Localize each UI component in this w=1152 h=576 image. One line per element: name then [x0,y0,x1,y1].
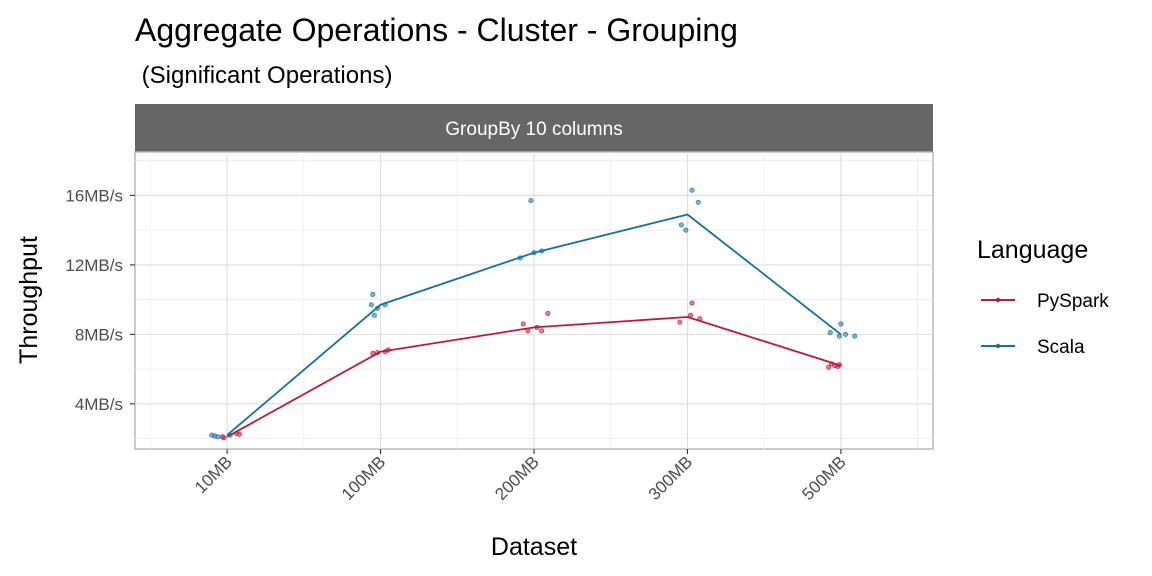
point-scala [517,255,523,261]
point-pyspark [539,328,545,334]
point-pyspark [374,350,380,356]
point-scala [528,198,534,204]
legend-label-scala: Scala [1037,337,1085,358]
point-scala [827,330,833,336]
point-pyspark [545,311,551,317]
line-pyspark [226,316,842,438]
point-scala [838,321,844,327]
y-axis-title: Throughput [15,236,43,364]
point-pyspark [826,364,832,370]
legend-key-pyspark-dot [995,297,1001,303]
x-tick-label: 100MB [338,452,390,504]
legend: Language PySpark Scala [977,236,1109,358]
point-pyspark [520,321,526,327]
x-tick-label: 300MB [645,452,697,504]
point-scala [683,227,689,233]
point-scala [215,434,221,440]
point-scala [374,305,380,311]
point-pyspark [688,312,694,318]
point-scala [370,291,376,297]
series-points [209,187,858,441]
point-scala [695,199,701,205]
point-scala [371,312,377,318]
y-tick-label: 4MB/s [75,395,123,414]
y-tick-label: 8MB/s [75,325,123,344]
point-pyspark [697,316,703,322]
x-axis-ticks: 10MB 100MB 200MB 300MB 500MB [191,449,850,504]
x-tick-label: 10MB [191,452,236,497]
facet-strip [135,104,933,152]
y-tick-label: 16MB/s [65,186,123,205]
major-gridlines [135,152,933,449]
x-axis-title: Dataset [491,533,577,561]
point-scala [382,302,388,308]
point-pyspark [525,328,531,334]
x-tick-label: 200MB [491,452,543,504]
point-pyspark [534,324,540,330]
point-pyspark [221,435,227,441]
point-scala [843,331,849,337]
legend-title: Language [977,236,1088,264]
point-scala [539,248,545,254]
legend-item-scala: Scala [981,337,1085,358]
point-scala [836,333,842,339]
facet-strip-label: GroupBy 10 columns [445,119,622,140]
legend-label-pyspark: PySpark [1037,291,1109,312]
point-scala [368,302,374,308]
point-pyspark [236,431,242,437]
point-scala [689,187,695,193]
chart-subtitle: (Significant Operations) [135,62,392,89]
x-tick-label: 500MB [798,452,850,504]
y-axis-ticks: 4MB/s 8MB/s 12MB/s 16MB/s [65,186,135,414]
point-pyspark [836,362,842,368]
point-pyspark [689,300,695,306]
point-scala [227,432,233,438]
legend-key-scala-dot [995,343,1001,349]
point-scala [531,250,537,256]
point-pyspark [370,350,376,356]
chart-title: Aggregate Operations - Cluster - Groupin… [135,12,738,48]
legend-item-pyspark: PySpark [981,291,1109,312]
point-scala [678,222,684,228]
point-pyspark [385,347,391,353]
point-scala [852,333,858,339]
y-tick-label: 12MB/s [65,256,123,275]
point-pyspark [677,319,683,325]
